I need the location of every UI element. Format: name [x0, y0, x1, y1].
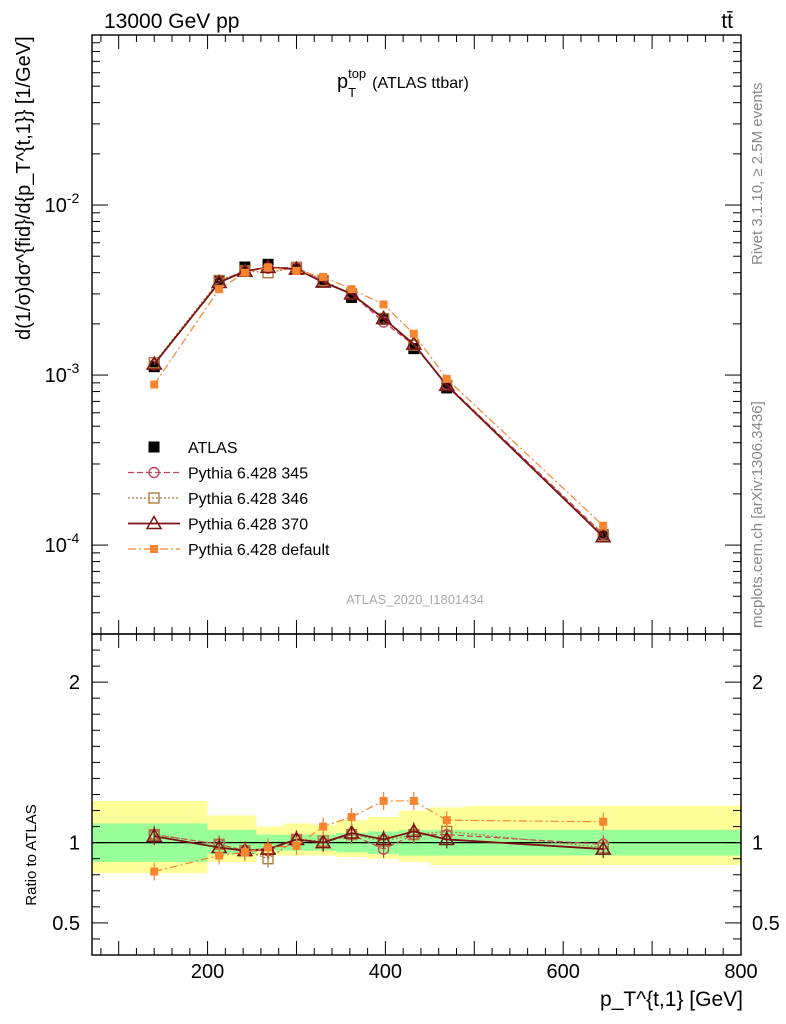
x-axis-title: p_T^{t,1} [GeV] [600, 988, 743, 1011]
pythia-6-428-default-ratio-point [292, 841, 301, 850]
pythia-6-428-default-point [240, 268, 249, 277]
ratio-y-tick-label-right: 1 [752, 833, 763, 855]
pythia-6-428-default-ratio-point [599, 817, 608, 826]
pythia-6-428-370-ratio-point [343, 824, 360, 839]
lower-frame [91, 633, 742, 956]
pythia-6-428-370-ratio-point [405, 822, 423, 838]
legend-pythia-6-428-default-label: Pythia 6.428 default [188, 542, 330, 559]
pythia-6-428-default-point [264, 263, 273, 272]
plot-title-sup: top [348, 66, 366, 81]
x-tick-label: 400 [369, 961, 402, 983]
atlas-data-point [148, 361, 160, 373]
y-axis-title: d(1/σ)dσ^{fid}/d{p_T^{t,1}} [1/GeV] [13, 36, 35, 340]
pythia-6-428-default-point [215, 285, 224, 294]
pythia-6-428-370-ratio-point [314, 834, 332, 849]
pythia-6-428-370-point [405, 335, 423, 350]
ratio-y-tick-label: 0.5 [52, 913, 80, 935]
plot-title-rest: (ATLAS ttbar) [372, 75, 469, 92]
legend-pythia-6-428-default-marker [150, 545, 158, 553]
x-tick-label: 200 [191, 961, 224, 983]
pythia-6-428-370-point [314, 273, 332, 288]
legend-pythia-6-428-346-label: Pythia 6.428 346 [188, 491, 308, 508]
process-label: tt̄ [721, 10, 733, 33]
pythia-6-428-default-point [599, 521, 608, 530]
legend: ATLAS Pythia 6.428 345 Pythia 6.428 346 Pyt… [128, 440, 330, 559]
pythia-6-428-370-line [153, 266, 604, 538]
pythia-6-428-default-ratio-point [409, 796, 418, 805]
y-tick-label: 10-3 [45, 360, 80, 387]
pythia-6-428-default-ratio-point [347, 812, 356, 821]
pythia-6-428-370-ratio-point [375, 830, 392, 846]
ratio-y-tick-label-right: 2 [752, 672, 763, 694]
x-tick-label: 800 [724, 961, 757, 983]
pythia-6-428-default-line [153, 266, 604, 527]
pythia-6-428-370-point [145, 355, 163, 370]
pythia-6-428-370-ratio-point [145, 827, 163, 842]
atlas-data-point [441, 382, 453, 394]
analysis-watermark: ATLAS_2020_I1801434 [346, 592, 484, 607]
ratio-y-tick-label: 1 [69, 833, 80, 855]
legend-atlas-label: ATLAS [188, 440, 238, 457]
pythia-6-428-370-point [438, 376, 456, 392]
x-tick-label: 600 [547, 961, 580, 983]
legend-pythia-6-428-370-marker [145, 515, 163, 530]
rivet-label: Rivet 3.1.10, ≥ 2.5M events [749, 83, 766, 266]
pythia-6-428-370-ratio-point [594, 840, 612, 855]
ratio-axis-title: Ratio to ATLAS [23, 804, 40, 905]
pythia-6-428-default-ratio-point [442, 816, 451, 825]
pythia-6-428-default-ratio-point [379, 796, 388, 805]
atlas-data-point [346, 291, 358, 303]
pythia-6-428-default-ratio-point [215, 851, 224, 860]
atlas-data-point [239, 261, 251, 273]
pythia-6-428-default-point [347, 285, 356, 294]
pythia-6-428-default-ratio-point [150, 867, 159, 876]
atlas-data-point [597, 529, 609, 541]
pythia-6-428-370-point [375, 310, 392, 325]
legend-atlas-marker [148, 441, 160, 453]
legend-pythia-6-428-345-label: Pythia 6.428 345 [188, 466, 308, 483]
mcplots-label: mcplots.cern.ch [arXiv:1306.3436] [749, 401, 766, 628]
plot-title-sub: T [348, 85, 356, 100]
ratio-y-tick-label: 2 [69, 672, 80, 694]
upper-series-layer [145, 258, 612, 543]
ratio-series-layer [145, 791, 612, 881]
ratio-y-tick-label-right: 0.5 [752, 913, 780, 935]
pythia-6-428-default-ratio-point [240, 848, 249, 857]
pythia-6-428-default-ratio-point [319, 822, 328, 831]
plot-title-main: p [337, 71, 348, 93]
legend-pythia-6-428-370-label: Pythia 6.428 370 [188, 517, 308, 534]
pythia-6-428-default-point [442, 374, 451, 383]
pythia-6-428-default-point [379, 300, 388, 309]
legend-pythia-6-428-345-marker [148, 466, 160, 479]
pythia-6-428-default-point [150, 380, 159, 389]
pythia-6-428-default-point [409, 329, 418, 338]
axes-layer: 200 400 600 800 10-4 10-3 10-2 0.5 0.5 1 1 2 2 [45, 34, 780, 983]
y-tick-label: 10-4 [45, 530, 80, 557]
energy-label: 13000 GeV pp [104, 10, 239, 33]
pythia-6-428-default-point [292, 266, 301, 275]
pythia-6-428-370-ratio-point [438, 830, 456, 846]
pythia-6-428-default-point [319, 272, 328, 281]
legend-pythia-6-428-346-marker [148, 492, 160, 504]
pythia-6-428-default-ratio-point [264, 843, 273, 852]
y-tick-label: 10-2 [45, 190, 80, 217]
pythia-6-428-370-point [594, 528, 612, 543]
plot-title: pTtop (ATLAS ttbar) [337, 66, 469, 100]
